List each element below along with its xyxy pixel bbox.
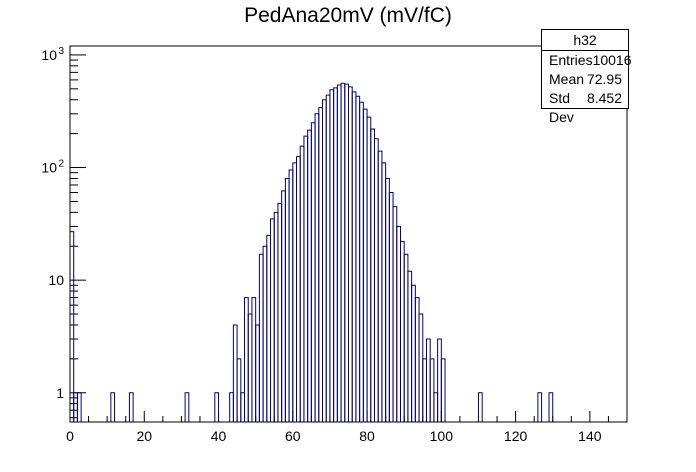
histogram-bin (262, 245, 268, 422)
histogram-bin (69, 231, 75, 422)
stats-row-mean: Mean 72.95 (542, 70, 628, 89)
histogram-bin (399, 241, 405, 422)
histogram-bin (277, 202, 283, 422)
y-tick-exponent: 3 (58, 46, 64, 57)
histogram-bin (348, 86, 353, 422)
histogram-bin (299, 145, 305, 422)
histogram-bin (437, 338, 442, 422)
histogram-bin (255, 324, 260, 422)
histogram-bin (251, 297, 257, 422)
histogram-bin (247, 313, 253, 422)
histogram-bin (325, 94, 331, 422)
histogram-bin (240, 392, 246, 422)
stats-label: Mean (549, 71, 585, 87)
histogram-bin (403, 253, 409, 422)
histogram-bin (229, 392, 234, 422)
stats-value: 72.95 (586, 71, 622, 87)
histogram-bin (388, 192, 394, 422)
histogram-bin (329, 89, 335, 422)
histogram-bin (296, 156, 301, 422)
y-tick-exponent: 2 (58, 159, 64, 170)
histogram-bin (292, 162, 298, 422)
x-tick-label: 120 (504, 428, 528, 444)
stats-box-name: h32 (542, 30, 628, 51)
histogram-bin (359, 101, 364, 422)
histogram-bin (110, 392, 116, 422)
x-tick-label: 140 (578, 428, 602, 444)
x-tick-label: 100 (430, 428, 454, 444)
histogram-bin (548, 392, 554, 422)
histogram-bin (396, 225, 401, 422)
stats-row-entries: Entries 10016 (542, 51, 632, 70)
histogram-bin (184, 392, 190, 422)
histogram-bin (370, 128, 375, 422)
histogram-bin (258, 253, 264, 422)
histogram-bin (440, 358, 446, 422)
histogram-bin (76, 392, 82, 422)
histogram-bin (128, 392, 134, 422)
histogram-bin (366, 116, 372, 422)
histogram-bin (270, 218, 275, 422)
histogram-bin (236, 358, 242, 422)
y-tick-label: 10 (48, 272, 64, 288)
histogram-bin (537, 392, 543, 422)
x-tick-label: 0 (66, 428, 74, 444)
histogram-bin (318, 107, 324, 422)
histogram-bin (422, 358, 427, 422)
y-tick-label: 10 (41, 47, 57, 63)
histogram-bars (69, 82, 554, 422)
histogram-bin (373, 138, 379, 422)
chart-title: PedAna20mV (mV/fC) (244, 4, 452, 27)
y-tick-label: 10 (41, 160, 57, 176)
histogram-bin (232, 324, 238, 422)
histogram-bin (336, 84, 342, 422)
histogram-bin (429, 358, 435, 422)
histogram-bin (284, 177, 290, 422)
histogram-bin (477, 392, 483, 422)
histogram-bin (281, 190, 286, 422)
histogram-bin (418, 313, 424, 422)
histogram-bin (411, 284, 416, 422)
x-tick-label: 80 (359, 428, 375, 444)
histogram-bin (407, 270, 413, 422)
histogram-bin (392, 206, 398, 422)
histogram-bin (340, 82, 346, 422)
stats-row-stddev: Std Dev 8.452 (542, 89, 628, 125)
histogram-bin (433, 392, 439, 422)
histogram-bin (273, 211, 279, 422)
histogram-bin (288, 169, 294, 422)
plot-frame (69, 45, 628, 423)
histogram-bin (344, 83, 349, 422)
stats-box: h32 Entries 10016 Mean 72.95 Std Dev 8.4… (541, 29, 632, 125)
y-tick-label: 1 (56, 385, 64, 401)
histogram-bin (266, 234, 272, 422)
histogram-bin (307, 129, 312, 422)
stats-value: 8.452 (586, 90, 622, 106)
histogram-bin (414, 297, 420, 422)
histogram-bin (355, 95, 361, 422)
histogram-bin (310, 122, 316, 422)
histogram-bin (381, 162, 387, 422)
histogram-bin (362, 108, 368, 422)
stats-label: Std Dev (549, 90, 574, 125)
histogram-bin (425, 338, 431, 422)
stats-value: 10016 (592, 52, 632, 68)
histogram-bin (214, 392, 220, 422)
x-tick-label: 60 (285, 428, 301, 444)
histogram-bin (351, 91, 357, 422)
histogram-bin (303, 135, 309, 422)
histogram-bin (314, 113, 320, 422)
histogram-bin (385, 177, 390, 422)
histogram-bin (244, 297, 249, 422)
histogram-bin (333, 87, 338, 422)
histogram-bin (322, 99, 327, 422)
histogram-bin (377, 150, 383, 422)
stats-label: Entries (549, 52, 593, 68)
x-tick-label: 40 (211, 428, 227, 444)
x-tick-label: 20 (136, 428, 152, 444)
